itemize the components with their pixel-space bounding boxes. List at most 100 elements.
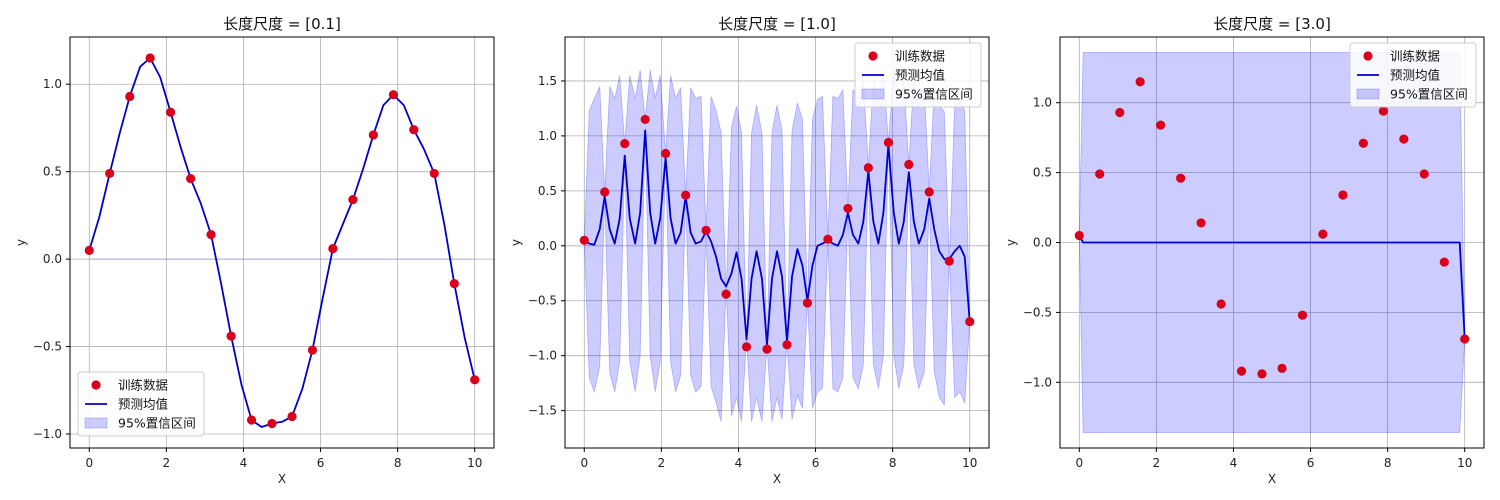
- legend-marker-band: [84, 417, 108, 429]
- data-point-10: [1277, 363, 1287, 373]
- y-axis-label: y: [509, 239, 523, 246]
- y-tick-label-2: 0.0: [1033, 236, 1052, 250]
- data-point-2: [125, 91, 135, 102]
- x-axis-label: X: [1268, 472, 1276, 486]
- y-tick-label-1: −0.5: [33, 340, 62, 354]
- x-tick-label-4: 8: [394, 456, 402, 470]
- data-point-13: [348, 195, 358, 205]
- legend-label-3: 95%置信区间: [118, 416, 196, 431]
- legend-box: [1349, 42, 1477, 108]
- data-point-15: [1378, 106, 1388, 116]
- y-tick-label-0: −1.0: [1023, 375, 1052, 389]
- legend-marker-scatter: [868, 51, 878, 61]
- data-point-1: [105, 168, 115, 179]
- legend-label-1: 训练数据: [895, 49, 945, 64]
- y-tick-label-0: −1.0: [33, 427, 62, 441]
- data-point-13: [843, 203, 853, 214]
- x-tick-label-5: 10: [1457, 456, 1472, 470]
- legend-marker-band: [861, 88, 885, 100]
- chart-title: 长度尺度 = [3.0]: [1213, 15, 1331, 33]
- y-tick-label-1: −1.0: [528, 349, 557, 363]
- data-point-4: [166, 107, 176, 117]
- data-point-9: [267, 418, 277, 429]
- legend-label-2: 预测均值: [1390, 68, 1440, 83]
- data-point-5: [1176, 173, 1186, 183]
- data-point-15: [883, 137, 894, 148]
- legend-label-3: 95%置信区间: [1390, 87, 1468, 102]
- data-point-12: [1318, 229, 1328, 239]
- x-tick-label-3: 6: [1307, 456, 1315, 470]
- plot-data: [1074, 51, 1470, 434]
- legend-marker-scatter: [91, 380, 101, 390]
- data-point-7: [226, 331, 236, 341]
- y-tick-label-2: 0.0: [43, 252, 62, 266]
- plot-data: [84, 53, 480, 429]
- data-point-0: [84, 245, 94, 255]
- data-point-17: [429, 168, 439, 179]
- y-tick-label-5: 1.0: [538, 129, 557, 143]
- legend-label-2: 预测均值: [895, 68, 945, 83]
- data-point-17: [924, 187, 934, 197]
- legend-label-3: 95%置信区间: [895, 87, 973, 102]
- data-point-5: [681, 190, 691, 200]
- y-axis-label: y: [14, 239, 28, 246]
- data-point-18: [449, 279, 459, 289]
- data-point-14: [1358, 138, 1368, 148]
- legend-label-1: 训练数据: [118, 378, 168, 393]
- x-tick-label-4: 8: [1384, 456, 1392, 470]
- data-point-16: [409, 125, 419, 135]
- mean-line: [88, 57, 476, 428]
- x-tick-label-4: 8: [889, 456, 897, 470]
- y-tick-label-3: 0.0: [538, 239, 557, 253]
- data-point-19: [470, 375, 480, 385]
- axes-frame: [564, 36, 990, 449]
- data-point-11: [307, 345, 318, 355]
- x-tick-label-5: 10: [962, 456, 977, 470]
- x-tick-label-3: 6: [317, 456, 325, 470]
- legend-label-2: 预测均值: [118, 397, 168, 412]
- x-axis-label: X: [773, 472, 781, 486]
- mean-line: [583, 129, 971, 346]
- legend-label-1: 训练数据: [1390, 49, 1440, 64]
- y-tick-label-4: 0.5: [538, 184, 557, 198]
- chart-panel-2: 0 2 4 6 8 10 −1.5 −1.0 −0.5 0.0 0.5 1.0 1.5 长度尺度 = [1…: [509, 15, 990, 486]
- data-point-2: [1115, 107, 1125, 118]
- x-tick-label-2: 4: [240, 456, 248, 470]
- plot-data: [579, 69, 975, 422]
- data-point-13: [1338, 190, 1348, 200]
- data-point-4: [1156, 120, 1166, 130]
- legend-marker-band: [1356, 88, 1380, 100]
- data-point-11: [1297, 310, 1308, 320]
- data-point-6: [1196, 218, 1206, 228]
- y-tick-label-4: 1.0: [1033, 96, 1052, 110]
- x-tick-label-3: 6: [812, 456, 820, 470]
- x-tick-label-0: 0: [1075, 456, 1083, 470]
- y-tick-label-6: 1.5: [538, 74, 557, 88]
- data-point-18: [1439, 257, 1449, 267]
- data-point-17: [1419, 169, 1429, 179]
- data-point-10: [782, 340, 792, 350]
- chart-panel-1: 0 2 4 6 8 10 −1.0 −0.5 0.0 0.5 1.0 长度尺度 = [0.1] Xy 训练…: [14, 15, 495, 486]
- legend-box: [77, 371, 205, 437]
- data-point-18: [944, 256, 954, 266]
- chart-panel-3: 0 2 4 6 8 10 −1.0 −0.5 0.0 0.5 1.0 长度尺度 = [3.0] Xy 训练…: [1004, 15, 1485, 486]
- y-tick-label-3: 0.5: [43, 165, 62, 179]
- data-point-0: [579, 235, 589, 245]
- data-point-14: [368, 130, 378, 140]
- data-point-4: [661, 148, 671, 159]
- data-point-5: [186, 174, 196, 184]
- x-tick-label-0: 0: [580, 456, 588, 470]
- y-tick-label-4: 1.0: [43, 77, 62, 91]
- y-tick-label-3: 0.5: [1033, 166, 1052, 180]
- data-point-8: [741, 342, 752, 352]
- x-tick-label-2: 4: [1230, 456, 1238, 470]
- data-point-3: [640, 114, 650, 125]
- data-point-12: [823, 234, 833, 244]
- data-point-3: [1135, 77, 1145, 87]
- data-point-6: [206, 230, 216, 240]
- data-point-8: [246, 415, 257, 425]
- data-point-16: [1399, 134, 1409, 144]
